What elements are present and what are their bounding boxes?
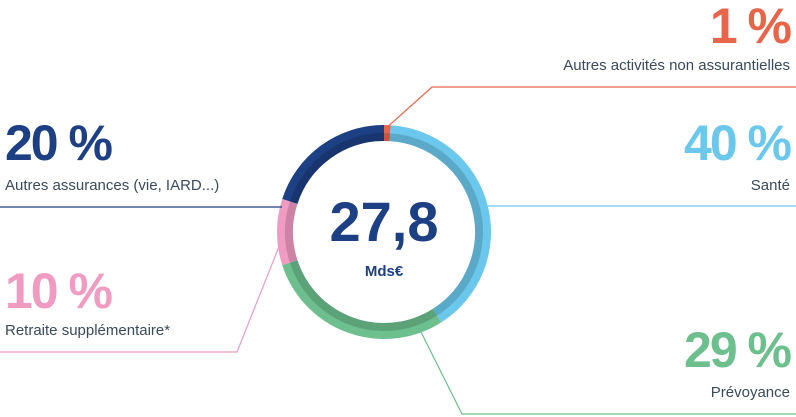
percent-label: 1 %	[710, 0, 792, 54]
segment	[282, 259, 442, 339]
leader-line	[419, 329, 796, 415]
percent-label: 40 %	[684, 115, 792, 171]
segment	[277, 198, 298, 266]
segment-label: Santé	[751, 177, 790, 194]
segment-shade	[285, 201, 298, 263]
segment-shade	[289, 133, 385, 204]
percent-label: 20 %	[5, 115, 113, 171]
segment	[389, 125, 491, 323]
segment-shade	[289, 260, 438, 331]
segment-label: Prévoyance	[711, 384, 790, 401]
segment-label: Autres activités non assurantielles	[563, 57, 790, 74]
center-total: 27,8	[330, 190, 439, 253]
percent-label: 29 %	[684, 322, 792, 378]
segment-label: Retraite supplémentaire*	[5, 322, 170, 339]
leader-line	[0, 243, 281, 353]
percent-label: 10 %	[5, 263, 113, 319]
center-unit: Mds€	[365, 263, 404, 280]
leader-line	[383, 86, 796, 131]
segment-shade	[389, 133, 483, 316]
segment-label: Autres assurances (vie, IARD...)	[5, 177, 219, 194]
segment	[282, 125, 385, 205]
